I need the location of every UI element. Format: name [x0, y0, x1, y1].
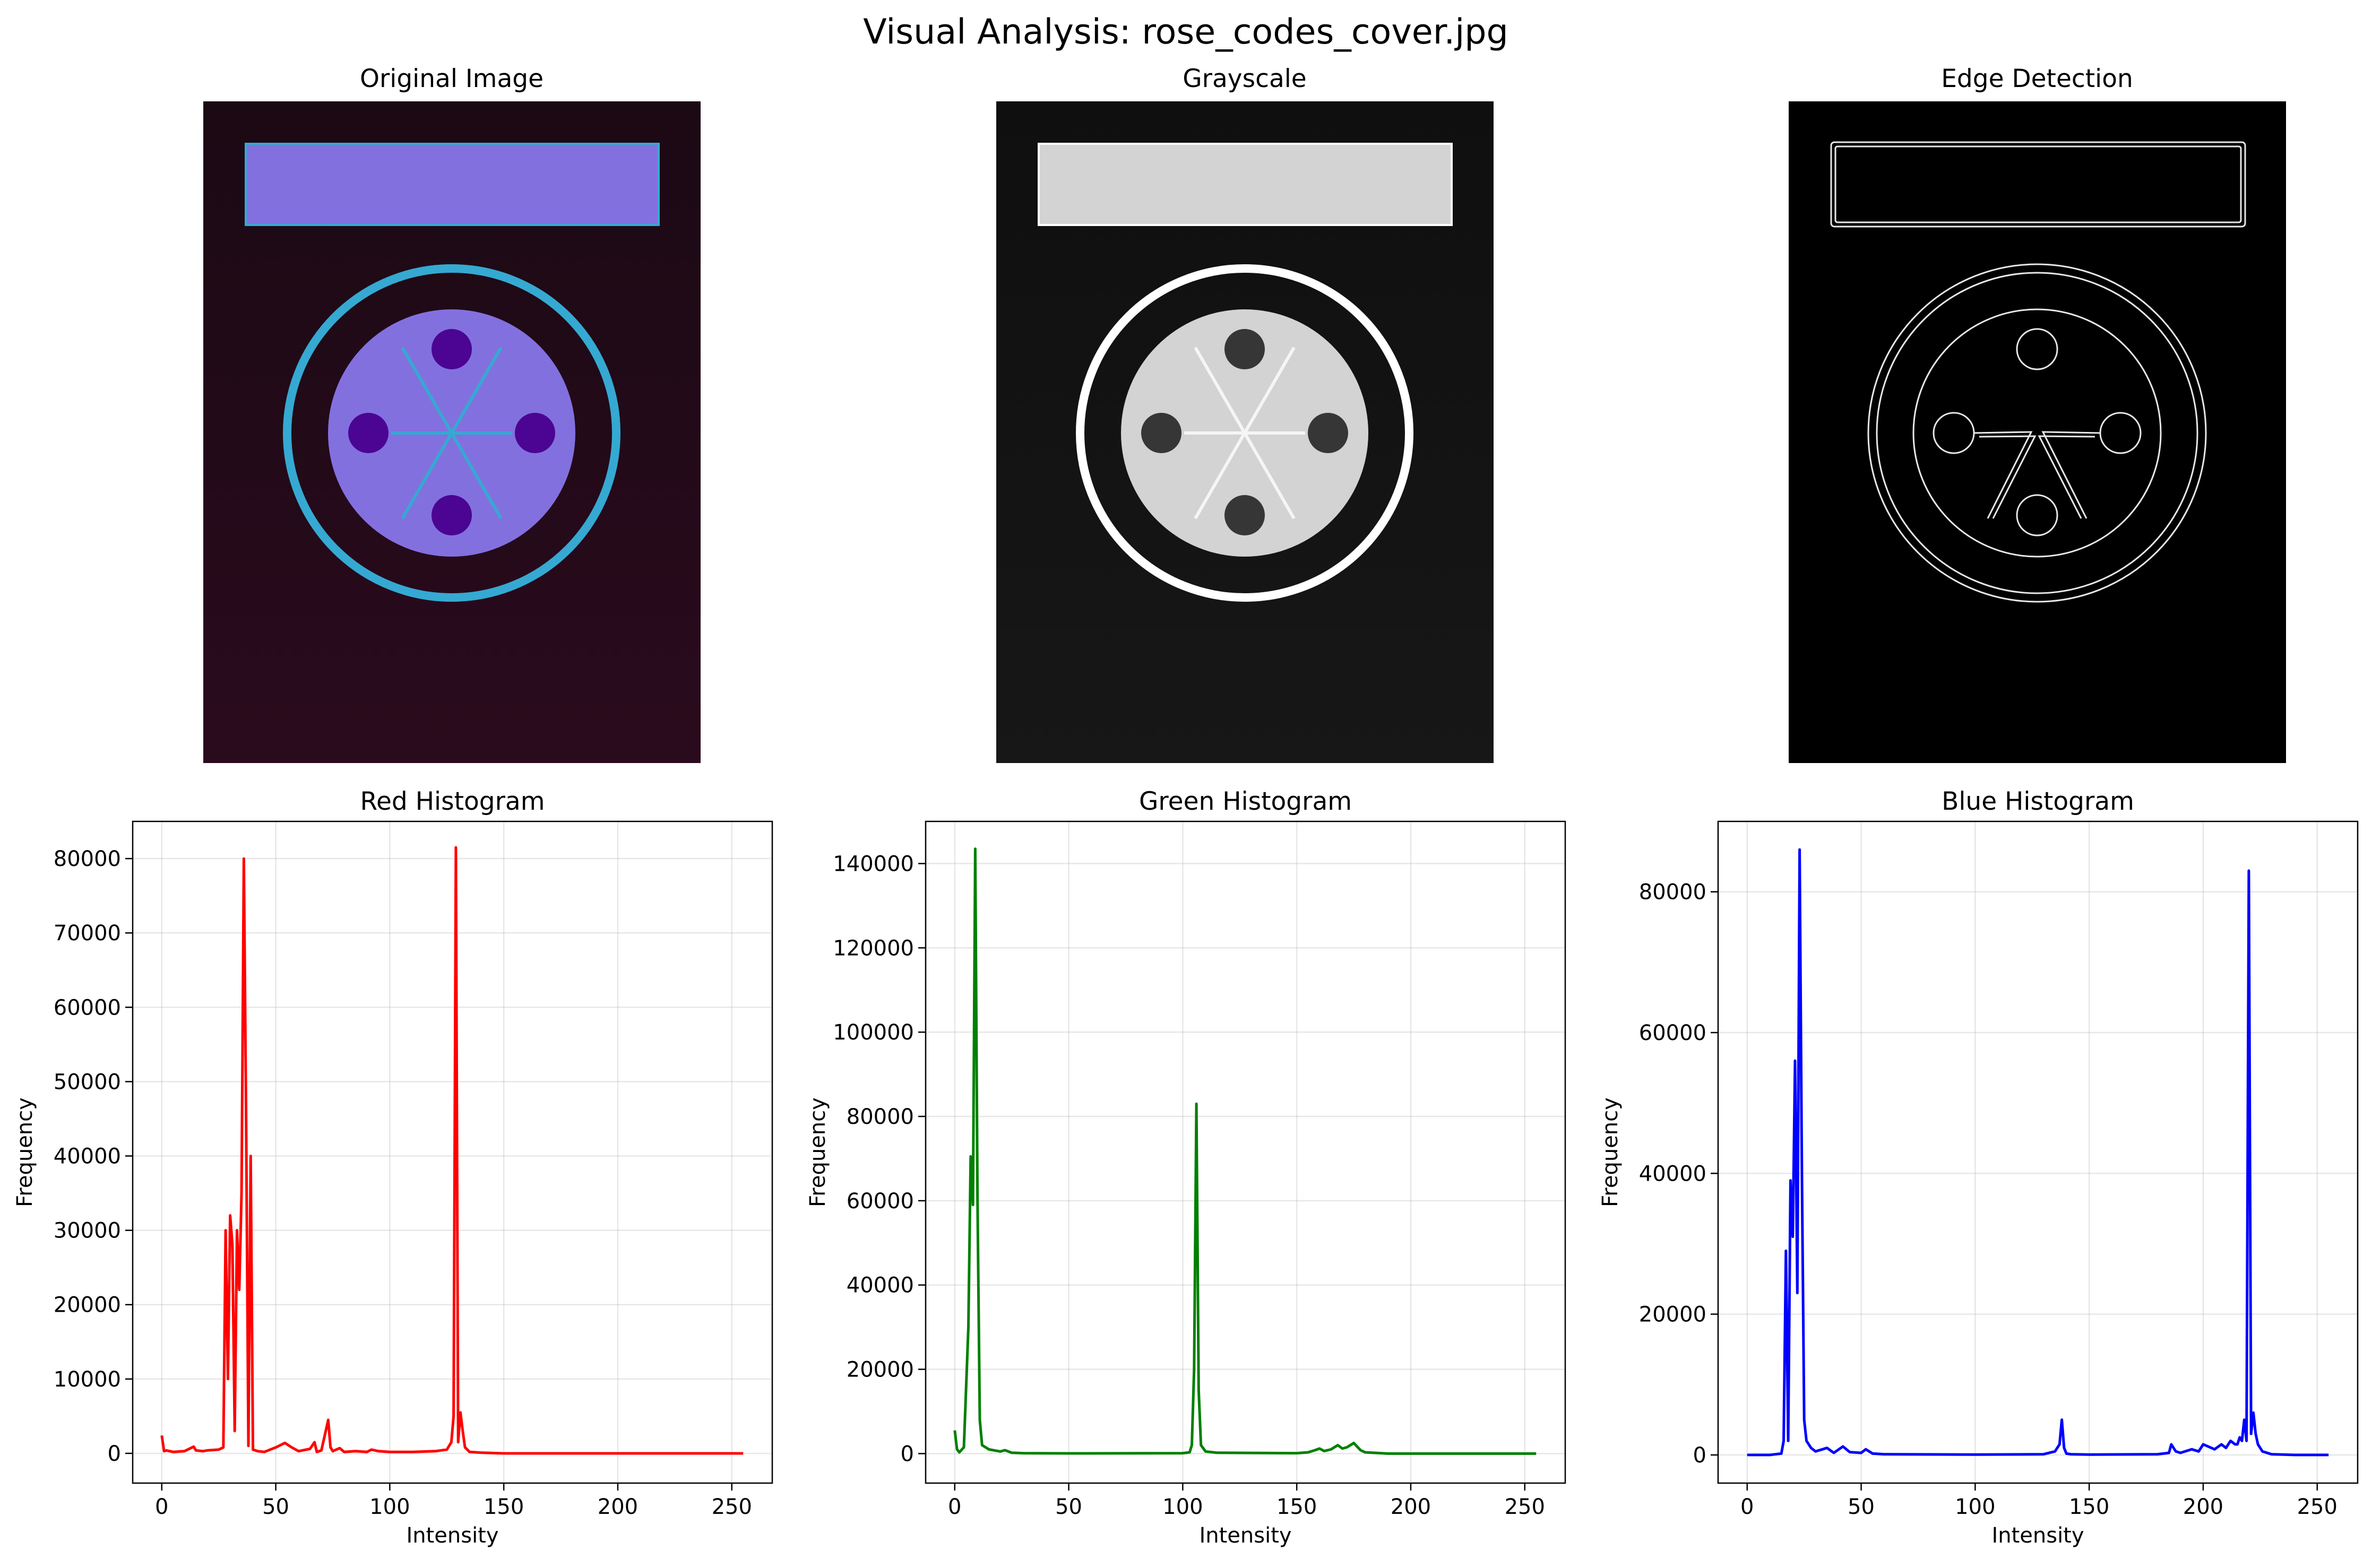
green-xtick-label: 250 — [1505, 1495, 1545, 1519]
red-histogram-line — [160, 846, 744, 1455]
red-ytick-label: 70000 — [54, 921, 121, 946]
panel-edge-detection: Edge Detection — [1789, 64, 2286, 763]
blue-axes-frame — [1717, 820, 2359, 1484]
green-xtick-label: 150 — [1276, 1495, 1317, 1519]
red-ytick-label: 20000 — [54, 1293, 121, 1318]
green-ytick-label: 60000 — [847, 1189, 914, 1214]
green-xtick-label: 0 — [948, 1495, 961, 1519]
edge-banner-outer — [1830, 141, 2246, 228]
edge-ring-outer — [1867, 263, 2207, 603]
green-histogram-line — [953, 847, 1537, 1455]
blue-ytick-label: 80000 — [1639, 880, 1706, 905]
red-xtick-label: 50 — [262, 1495, 289, 1519]
red-ytick-label: 60000 — [54, 995, 121, 1020]
red-xtick-label: 200 — [598, 1495, 638, 1519]
red-xtick-label: 150 — [484, 1495, 524, 1519]
dots-gray — [1141, 329, 1348, 535]
outer-ring — [283, 264, 620, 602]
red-histogram: Red Histogram 0 50 100 150 200 250 0 10000 20000 3… — [13, 787, 773, 1548]
blue-ytick-label: 0 — [1693, 1443, 1706, 1468]
blue-ytick-label: 60000 — [1639, 1021, 1706, 1045]
outer-ring-gray — [1076, 264, 1413, 602]
spoke-lines — [391, 346, 512, 519]
green-xtick-label: 50 — [1055, 1495, 1082, 1519]
red-ytick-label: 50000 — [54, 1070, 121, 1094]
red-ytick-label: 30000 — [54, 1219, 121, 1243]
red-ytick-label: 80000 — [54, 847, 121, 871]
green-ytick-label: 80000 — [847, 1105, 914, 1129]
spoke-lines-gray — [1184, 346, 1305, 519]
red-xlabel: Intensity — [406, 1523, 498, 1548]
green-histogram: Green Histogram 0 50 100 150 200 250 0 20000 4000… — [806, 787, 1566, 1548]
figure-title: Visual Analysis: rose_codes_cover.jpg — [863, 12, 1508, 52]
green-xlabel: Intensity — [1199, 1523, 1291, 1548]
panel-title-grayscale: Grayscale — [1183, 64, 1306, 93]
red-histogram-title: Red Histogram — [360, 787, 545, 816]
blue-xtick-label: 50 — [1848, 1495, 1875, 1519]
green-ytick-label: 100000 — [833, 1020, 914, 1045]
edge-ring-inner — [1876, 272, 2198, 594]
edge-spokes — [1973, 431, 2033, 519]
title-banner-gray — [1038, 143, 1453, 226]
red-ytick-label: 40000 — [54, 1145, 121, 1169]
red-ylabel: Frequency — [13, 1097, 37, 1207]
blue-xtick-label: 250 — [2297, 1495, 2338, 1519]
green-ytick-label: 40000 — [847, 1274, 914, 1298]
edge-disc — [1912, 308, 2162, 558]
title-banner — [245, 143, 660, 226]
red-axes-frame — [132, 820, 773, 1484]
blue-histogram-line — [1747, 848, 2329, 1457]
blue-xtick-label: 0 — [1740, 1495, 1754, 1519]
green-ytick-label: 0 — [901, 1442, 914, 1466]
red-ytick-label: 0 — [108, 1442, 121, 1466]
blue-xtick-label: 100 — [1955, 1495, 1995, 1519]
dots — [348, 329, 555, 535]
green-axes-frame — [925, 820, 1566, 1484]
edge-banner-inner — [1834, 145, 2242, 223]
green-ytick-label: 120000 — [833, 936, 914, 960]
panel-original-image: Original Image — [203, 64, 701, 763]
grayscale-image — [996, 101, 1494, 763]
green-ytick-label: 140000 — [833, 852, 914, 876]
red-xtick-label: 100 — [369, 1495, 410, 1519]
original-image — [203, 101, 701, 763]
panel-title-original: Original Image — [360, 64, 544, 93]
blue-histogram: Blue Histogram 0 50 100 150 200 250 0 20000 40000… — [1598, 787, 2359, 1548]
blue-ytick-label: 40000 — [1639, 1162, 1706, 1186]
panel-title-edge: Edge Detection — [1941, 64, 2133, 93]
blue-ytick-label: 20000 — [1639, 1303, 1706, 1327]
blue-xtick-label: 200 — [2183, 1495, 2223, 1519]
red-ytick-label: 10000 — [54, 1367, 121, 1392]
panel-grayscale: Grayscale — [996, 64, 1494, 763]
blue-ylabel: Frequency — [1598, 1097, 1623, 1207]
blue-xtick-label: 150 — [2069, 1495, 2109, 1519]
green-xtick-label: 100 — [1162, 1495, 1203, 1519]
green-ytick-label: 20000 — [847, 1358, 914, 1382]
blue-histogram-title: Blue Histogram — [1942, 787, 2134, 816]
edge-image — [1789, 101, 2286, 763]
red-xtick-label: 0 — [155, 1495, 168, 1519]
green-histogram-title: Green Histogram — [1139, 787, 1352, 816]
blue-xlabel: Intensity — [1991, 1523, 2084, 1548]
green-ylabel: Frequency — [806, 1097, 830, 1207]
red-xtick-label: 250 — [712, 1495, 752, 1519]
green-xtick-label: 200 — [1391, 1495, 1431, 1519]
